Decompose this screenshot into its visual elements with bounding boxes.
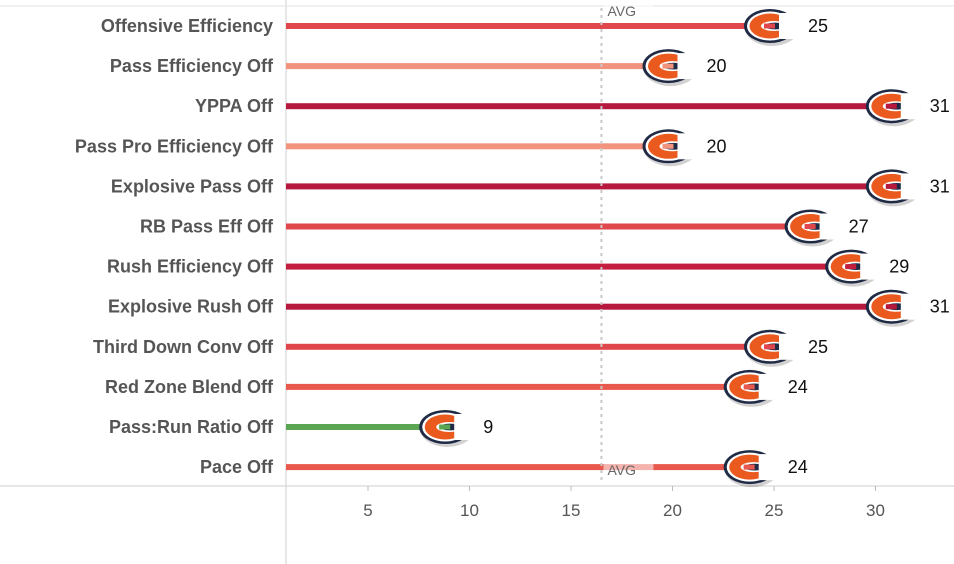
bar	[286, 343, 774, 350]
bears-c-logo-icon	[784, 209, 840, 247]
bears-c-logo-icon	[865, 289, 921, 327]
logo-bar-overlap	[662, 143, 674, 149]
x-tick-label: 15	[562, 501, 581, 520]
category-label: Explosive Rush Off	[108, 297, 274, 317]
logo-gap	[677, 53, 698, 80]
bears-c-logo-icon	[723, 369, 779, 407]
logo-gap	[900, 173, 921, 200]
category-labels: Offensive Efficiency Pass Efficiency Off Y…	[75, 16, 274, 477]
logo-bar-overlap	[885, 183, 897, 189]
value-label: 9	[483, 417, 493, 437]
bar	[286, 424, 450, 430]
bears-c-logo-icon	[642, 129, 698, 167]
bears-c-logo-icon	[744, 329, 799, 367]
category-label: Pass:Run Ratio Off	[109, 417, 274, 437]
x-axis: 5 10 15 20 25 30	[363, 486, 885, 520]
bears-c-logo-icon	[723, 450, 779, 488]
avg-label-bg	[603, 461, 654, 477]
logo-bar-overlap	[662, 63, 674, 69]
logo-bar-overlap	[764, 344, 775, 350]
x-tick-label: 5	[363, 501, 372, 520]
bar	[286, 464, 754, 471]
avg-label-bg	[603, 2, 654, 18]
bears-c-logo-icon	[419, 410, 475, 447]
value-label: 24	[788, 377, 808, 397]
category-label: Pass Pro Efficiency Off	[75, 136, 274, 156]
category-label: Pace Off	[200, 457, 274, 477]
logo-gap	[677, 133, 698, 160]
category-label: Rush Efficiency Off	[107, 257, 274, 277]
category-label: Offensive Efficiency	[101, 16, 273, 36]
x-tick-label: 10	[460, 501, 479, 520]
bar	[286, 263, 856, 270]
category-label: Pass Efficiency Off	[110, 56, 274, 76]
value-label: 31	[930, 96, 950, 116]
value-label: 24	[788, 457, 808, 477]
bar	[286, 183, 896, 190]
logo-gap	[758, 373, 779, 400]
logo-bar-overlap	[885, 304, 897, 310]
markers	[419, 9, 921, 488]
value-label: 31	[930, 297, 950, 317]
bar	[286, 223, 815, 230]
avg-reference-line: AVG AVG	[600, 2, 654, 484]
bars	[286, 23, 896, 471]
bar	[286, 103, 896, 110]
category-label: RB Pass Eff Off	[140, 217, 274, 237]
category-label: Third Down Conv Off	[93, 337, 274, 357]
logo-gap	[758, 454, 779, 481]
logo-bar-overlap	[804, 224, 816, 229]
bears-c-logo-icon	[865, 169, 921, 207]
value-label: 29	[889, 257, 909, 277]
value-label: 27	[849, 217, 869, 237]
logo-bar-overlap	[764, 23, 775, 29]
logo-gap	[900, 93, 921, 120]
logo-bar-overlap	[743, 464, 755, 470]
value-label: 25	[808, 16, 828, 36]
value-label: 31	[930, 176, 950, 196]
avg-label: AVG	[607, 3, 636, 19]
logo-gap	[779, 13, 799, 39]
bears-c-logo-icon	[825, 249, 881, 287]
logo-gap	[819, 213, 840, 240]
bears-c-logo-icon	[642, 49, 698, 87]
logo-bar-overlap	[439, 424, 451, 430]
bar	[286, 303, 896, 310]
x-tick-label: 20	[663, 501, 682, 520]
category-label: Explosive Pass Off	[111, 176, 274, 196]
value-label: 20	[707, 136, 727, 156]
logo-gap	[454, 414, 475, 440]
bears-c-logo-icon	[744, 9, 799, 46]
logo-gap	[900, 293, 921, 320]
bar	[286, 63, 673, 70]
x-tick-label: 25	[765, 501, 784, 520]
logo-gap	[860, 253, 881, 280]
logo-gap	[779, 333, 799, 360]
value-label: 20	[707, 56, 727, 76]
logo-bar-overlap	[885, 103, 897, 109]
x-tick-label: 30	[866, 501, 885, 520]
category-label: YPPA Off	[195, 96, 274, 116]
bar	[286, 383, 754, 390]
bar	[286, 23, 774, 29]
bears-c-logo-icon	[865, 89, 921, 127]
avg-label: AVG	[607, 462, 636, 478]
logo-bar-overlap	[845, 264, 857, 270]
value-label: 25	[808, 337, 828, 357]
logo-bar-overlap	[743, 384, 755, 390]
category-label: Red Zone Blend Off	[105, 377, 274, 397]
bar	[286, 143, 673, 150]
